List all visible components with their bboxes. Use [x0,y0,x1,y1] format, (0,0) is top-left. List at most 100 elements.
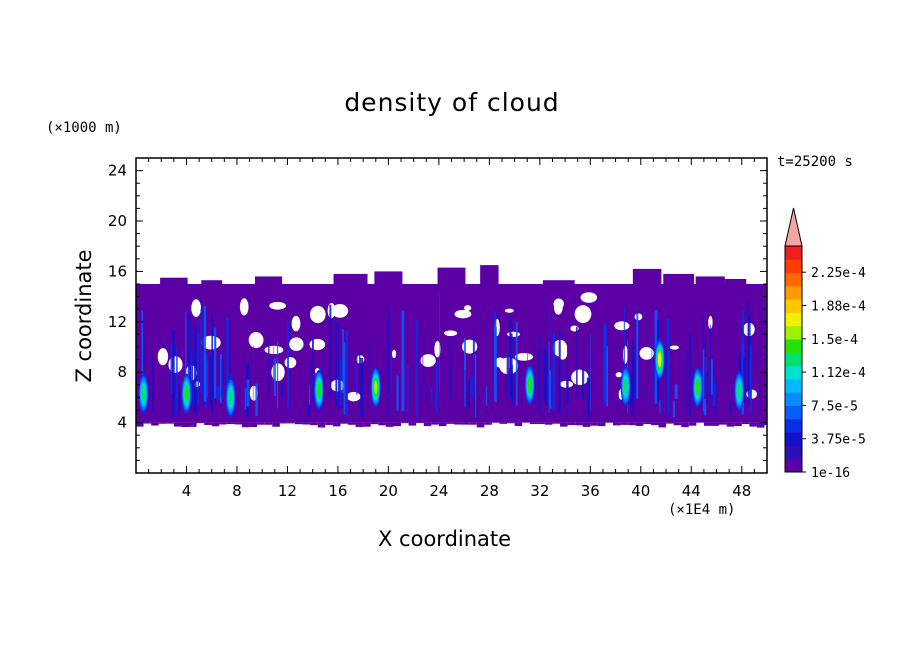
density-core [141,385,146,402]
density-streak [197,334,199,404]
cloud-base-fringe [173,422,182,427]
cloud-turret [480,265,499,285]
colorbar-swatch [785,458,802,473]
cloud-base-fringe [764,422,767,426]
density-streak [185,311,187,404]
chart-title: density of cloud [344,88,560,117]
cloud-base-fringe [597,422,606,427]
density-streak [623,306,625,394]
x-tick-label: 24 [429,482,448,500]
density-streak [176,346,178,411]
colorbar-swatch [785,272,802,287]
density-streak [629,380,632,409]
density-streak [246,379,250,407]
cloud-base-fringe [507,422,515,424]
x-tick-label: 36 [581,482,600,500]
density-streak [368,342,371,397]
cloud-base-fringe [741,422,750,425]
cloud-base-fringe [681,422,689,428]
cloud-base-fringe [158,422,167,424]
y-tick-label: 20 [108,212,127,230]
cloud-base-fringe [590,422,598,426]
density-streak [606,346,609,407]
density-streak [216,386,220,401]
cloud-base-fringe [688,422,697,426]
density-streak [659,400,661,414]
x-tick-label: 12 [278,482,297,500]
cloud-turret [374,271,403,285]
density-streak [435,362,439,413]
density-streak [702,349,705,412]
density-streak [547,384,550,411]
density-streak [307,400,311,416]
cloud-turret [632,268,662,285]
cloud-base-fringe [370,422,379,425]
density-streak [590,333,591,411]
x-tick-label: 28 [480,482,499,500]
cloud-base-fringe [166,422,174,424]
density-streak [509,316,512,394]
density-streak [244,387,248,410]
cloud-base-fringe [620,422,629,425]
density-streak [177,392,181,416]
cloud-base-fringe [295,422,303,425]
density-streak [549,370,552,409]
density-core [527,377,532,392]
x-axis-unit: (×1E4 m) [668,502,736,518]
density-core [317,382,321,398]
cloud-base-fringe [514,422,523,426]
density-streak [473,400,476,415]
cloud-gap [614,321,630,331]
density-streak [515,321,518,406]
density-streak [211,313,213,414]
cloud-gap [454,309,472,319]
density-streak [651,328,653,407]
cloud-base-fringe [575,422,583,426]
density-streak [564,393,566,408]
density-streak [312,336,314,402]
cloud-base-fringe [476,422,485,428]
density-streak [472,330,475,418]
cloud-base-fringe [378,422,386,426]
cloud-base-fringe [423,422,432,427]
x-tick-label: 44 [682,482,701,500]
cloud-gap [444,330,458,337]
cloud-base-fringe [711,422,720,426]
cloud-base-fringe [310,422,318,426]
density-streak [252,345,254,402]
density-streak [407,365,409,413]
cloud-gap [157,348,169,366]
density-streak [200,309,204,393]
colorbar-swatch [785,339,802,353]
y-tick-label: 12 [108,313,127,331]
cloud-base-fringe [635,422,644,426]
density-streak [339,360,342,406]
density-streak [415,319,419,417]
density-streak [390,345,392,394]
density-streak [705,372,709,405]
cloud-gap [191,299,201,317]
density-streak [543,348,547,401]
cloud-base-fringe [726,422,735,427]
cloud-base-fringe [734,422,742,427]
density-streak [575,326,578,397]
density-streak [273,358,276,396]
density-streak [401,310,405,412]
cloud-gap [639,346,654,360]
colorbar-swatch [785,365,802,380]
cloud-gap [623,345,628,364]
cloud-base-fringe [438,422,447,427]
density-streak [430,387,433,403]
cloud-base-fringe [136,422,144,427]
cloud-base-fringe [529,422,538,425]
density-core [737,383,742,399]
cloud-gap [708,315,713,329]
density-streak [643,388,646,402]
y-axis: 4 8 12 16 20 24 [108,162,767,461]
cloud-gap [514,353,534,361]
density-streak [206,360,208,398]
density-streak [360,358,364,417]
density-streak [636,313,639,400]
density-streak [710,324,711,398]
density-streak [735,338,736,399]
